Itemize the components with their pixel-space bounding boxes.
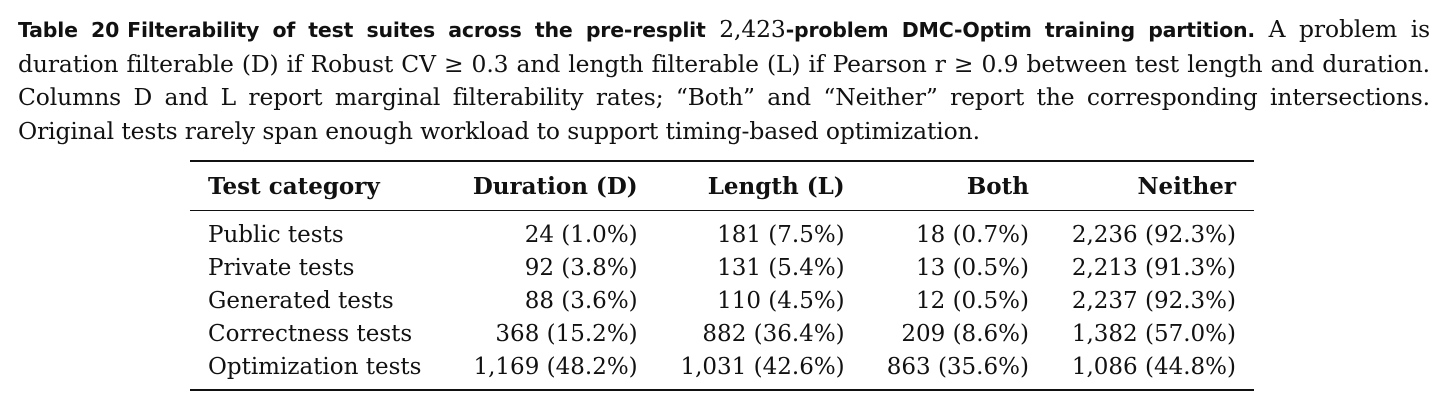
cell-length: 110 (4.5%) [717, 287, 845, 314]
cell-length: 1,031 (42.6%) [680, 353, 845, 380]
cell-duration: 1,169 (48.2%) [473, 353, 638, 380]
table-row: Generated tests 88 (3.6%) 110 (4.5%) 12 … [190, 285, 1254, 318]
cell-both: 18 (0.7%) [916, 222, 1029, 249]
cell-neither: 2,237 (92.3%) [1071, 287, 1236, 314]
cell-test-category: Optimization tests [208, 353, 422, 380]
cell-neither: 2,236 (92.3%) [1071, 222, 1236, 249]
cell-both: 12 (0.5%) [916, 287, 1029, 314]
table-row: Optimization tests 1,169 (48.2%) 1,031 (… [190, 350, 1254, 390]
caption-body: A problem is duration filterable (D) if … [18, 15, 1430, 145]
cell-duration: 92 (3.8%) [524, 255, 638, 282]
header-neither: Neither [1137, 172, 1237, 200]
cell-test-category: Correctness tests [208, 320, 413, 347]
cell-test-category: Generated tests [208, 287, 394, 314]
cell-both: 13 (0.5%) [916, 255, 1029, 282]
cell-duration: 88 (3.6%) [524, 287, 638, 314]
table-header: Test category Duration (D) Length (L) Bo… [190, 161, 1254, 211]
header-duration: Duration (D) [472, 172, 638, 200]
caption-title-pre: Filterability of test suites across the … [127, 18, 706, 42]
caption-title-post: -problem DMC-Optim training partition. [785, 18, 1255, 42]
cell-test-category: Public tests [208, 222, 344, 249]
cell-neither: 1,086 (44.8%) [1071, 353, 1236, 380]
cell-length: 882 (36.4%) [702, 320, 845, 347]
table-row: Public tests 24 (1.0%) 181 (7.5%) 18 (0.… [190, 211, 1254, 252]
table-caption: Table 20 Filterability of test suites acr… [18, 13, 1430, 148]
cell-both: 863 (35.6%) [886, 353, 1029, 380]
table-row: Correctness tests 368 (15.2%) 882 (36.4%… [190, 317, 1254, 350]
cell-duration: 368 (15.2%) [495, 320, 638, 347]
caption-label: Table 20 [18, 18, 120, 42]
header-length: Length (L) [707, 172, 845, 200]
filterability-table: Test category Duration (D) Length (L) Bo… [190, 160, 1254, 391]
cell-length: 131 (5.4%) [717, 255, 845, 282]
cell-neither: 1,382 (57.0%) [1071, 320, 1236, 347]
cell-neither: 2,213 (91.3%) [1071, 255, 1236, 282]
caption-title-number: 2,423 [719, 15, 786, 43]
cell-both: 209 (8.6%) [901, 320, 1029, 347]
filterability-table-container: Test category Duration (D) Length (L) Bo… [190, 160, 1254, 391]
cell-test-category: Private tests [208, 255, 355, 282]
cell-duration: 24 (1.0%) [524, 222, 638, 249]
header-both: Both [966, 172, 1029, 200]
table-body: Public tests 24 (1.0%) 181 (7.5%) 18 (0.… [190, 211, 1254, 390]
cell-length: 181 (7.5%) [717, 222, 845, 249]
header-row: Test category Duration (D) Length (L) Bo… [190, 161, 1254, 211]
header-test-category: Test category [208, 172, 380, 200]
table-row: Private tests 92 (3.8%) 131 (5.4%) 13 (0… [190, 252, 1254, 285]
